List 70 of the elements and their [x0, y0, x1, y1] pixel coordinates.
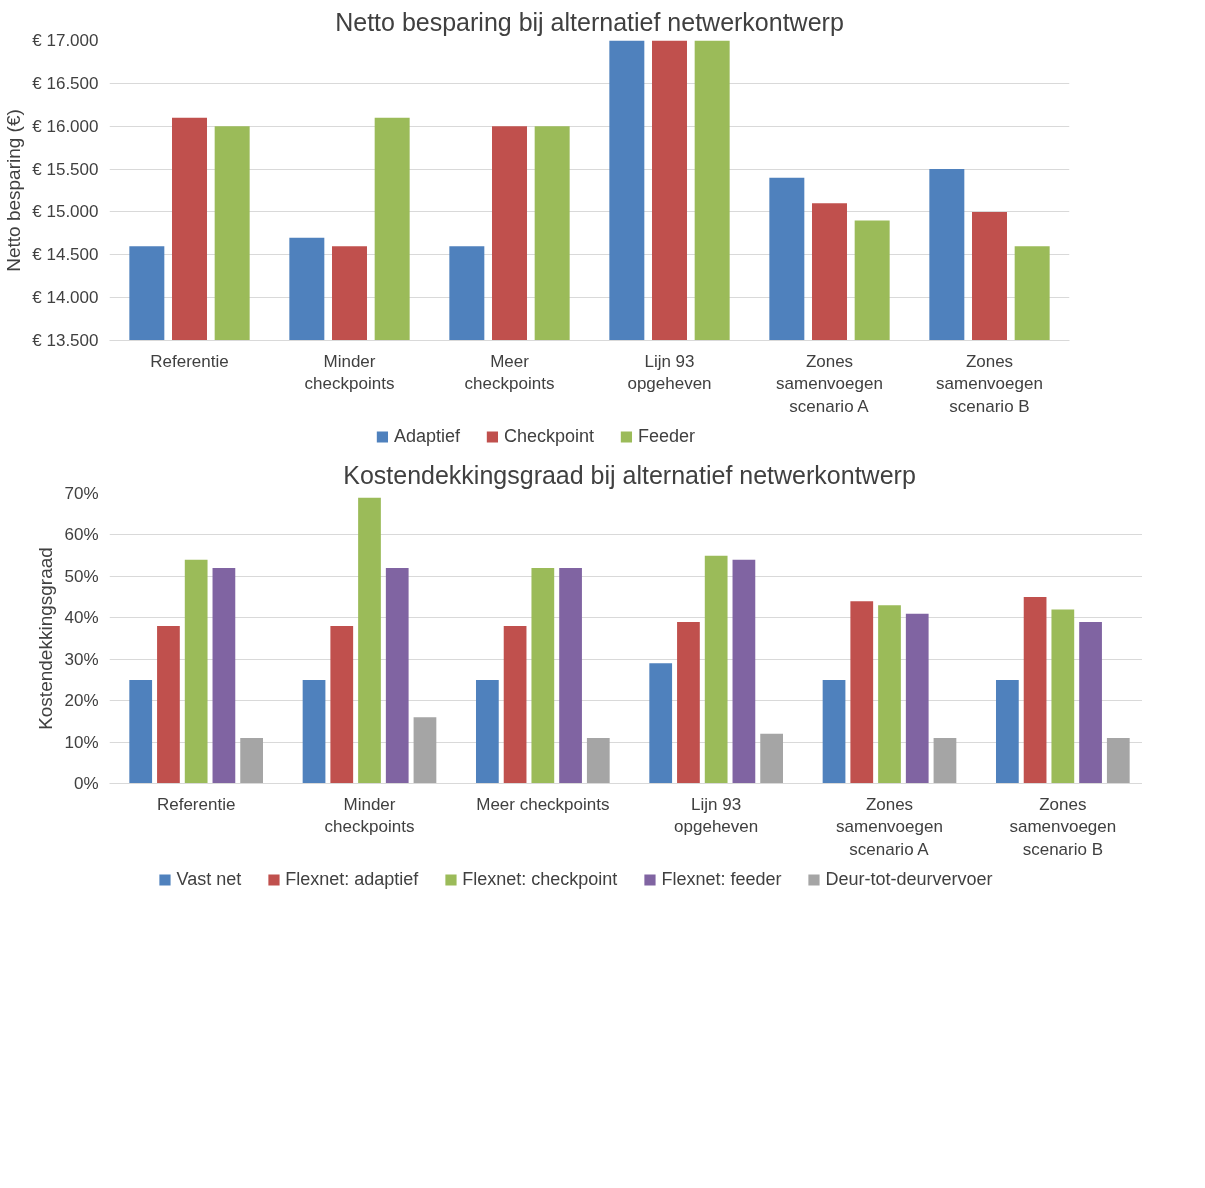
bar	[184, 559, 208, 784]
x-tick-label: Zones samenvoegen scenario A	[776, 351, 883, 417]
x-tick-label: Lijn 93 opgeheven	[627, 351, 712, 394]
bar	[476, 679, 499, 784]
bar	[850, 601, 874, 784]
bar	[933, 737, 957, 784]
bar	[330, 626, 354, 784]
y-tick-label: 30%	[64, 649, 99, 669]
chart-title: Kostendekkingsgraad bij alternatief netwerkontwerp	[343, 460, 916, 489]
x-tick-label: Zones samenvoegen scenario B	[936, 351, 1043, 417]
legend-label: Flexnet: checkpoint	[462, 868, 618, 890]
x-tick-label: Zones samenvoegen scenario A	[836, 794, 943, 860]
x-tick-label: Referentie	[156, 794, 236, 814]
x-tick-label: Lijn 93 opgeheven	[674, 794, 759, 837]
y-tick-label: € 17.000	[32, 31, 99, 50]
bar	[413, 717, 437, 784]
bar	[1051, 609, 1075, 784]
bar	[704, 555, 728, 784]
y-tick-label: € 15.000	[32, 202, 99, 222]
bar	[878, 605, 901, 784]
bar	[1023, 597, 1047, 784]
y-tick-label: 60%	[64, 525, 99, 545]
legend-label: Feeder	[638, 425, 696, 447]
y-axis-title: Kostendekkingsgraad	[35, 547, 57, 730]
y-axis-title: Netto besparing (€)	[3, 109, 25, 272]
x-tick-label: Zones samenvoegen scenario B	[1009, 794, 1117, 860]
y-tick-label: 20%	[64, 691, 99, 711]
y-tick-label: € 16.500	[32, 73, 99, 93]
bar	[385, 568, 409, 784]
legend-label: Adaptief	[393, 425, 460, 447]
x-tick-label: Referentie	[150, 351, 229, 371]
bar	[1106, 737, 1130, 784]
x-tick-label: Meer checkpoints	[464, 351, 555, 394]
legend-label: Checkpoint	[503, 425, 595, 447]
bar	[732, 559, 756, 784]
y-tick-label: € 15.500	[32, 159, 99, 179]
y-tick-label: 50%	[64, 566, 99, 586]
bar	[996, 679, 1019, 784]
y-tick-label: € 16.000	[32, 116, 99, 136]
bar	[531, 568, 555, 784]
bar	[503, 626, 527, 784]
y-tick-label: 40%	[64, 608, 99, 628]
y-tick-label: 70%	[64, 484, 99, 503]
x-tick-label: Meer checkpoints	[476, 794, 610, 814]
legend-label: Deur-tot-deurvervoer	[825, 868, 993, 890]
y-tick-label: 10%	[64, 732, 99, 752]
bar	[760, 733, 783, 784]
legend-label: Vast net	[176, 868, 242, 890]
bar	[822, 679, 846, 784]
bar	[905, 613, 929, 784]
bar	[586, 737, 610, 784]
bar	[129, 679, 153, 784]
bar	[677, 621, 700, 784]
legend-label: Flexnet: feeder	[661, 868, 782, 890]
bar	[240, 737, 263, 784]
bar	[1079, 621, 1102, 784]
y-tick-label: € 14.000	[32, 288, 99, 308]
y-tick-label: € 13.500	[32, 331, 99, 350]
y-tick-label: € 14.500	[32, 245, 99, 265]
x-tick-label: Minder checkpoints	[304, 351, 395, 394]
bar	[157, 626, 180, 784]
legend-label: Flexnet: adaptief	[285, 868, 419, 890]
bar	[649, 663, 673, 784]
x-tick-label: Minder checkpoints	[324, 794, 415, 837]
bar	[358, 497, 381, 784]
bar	[302, 679, 326, 784]
y-tick-label: 0%	[73, 774, 99, 793]
bar	[212, 568, 236, 784]
bar	[559, 568, 582, 784]
chart-title: Netto besparing bij alternatief netwerkontwerp	[335, 7, 844, 36]
